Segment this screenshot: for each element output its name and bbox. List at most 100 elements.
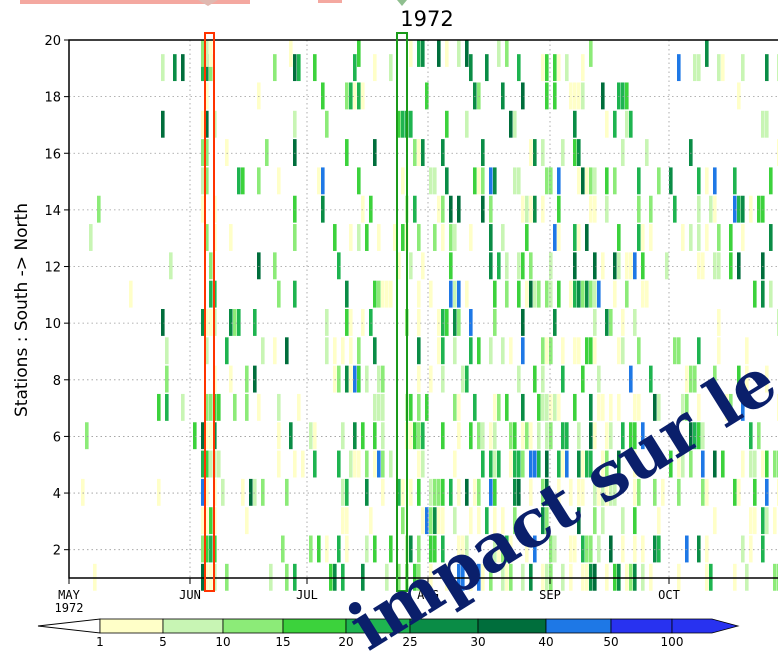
- heat-cell: [365, 478, 369, 506]
- heat-cell: [585, 450, 589, 478]
- heat-cell: [657, 535, 661, 563]
- heat-cell: [705, 478, 709, 506]
- heat-cell: [381, 450, 385, 478]
- heat-cell: [573, 110, 577, 138]
- heat-cell: [697, 54, 701, 82]
- heat-cell: [741, 54, 745, 82]
- heat-cell: [289, 40, 293, 67]
- heat-cell: [193, 422, 197, 450]
- heat-cell: [629, 110, 633, 138]
- heat-cell: [577, 422, 581, 450]
- heat-cell: [433, 224, 437, 251]
- heat-cell: [613, 478, 617, 506]
- heat-cell: [545, 337, 549, 365]
- heat-cell: [205, 535, 209, 563]
- highlight-boxes: [204, 0, 408, 592]
- heat-cell: [477, 337, 481, 365]
- heat-cell: [545, 478, 549, 506]
- heat-cell: [553, 393, 557, 421]
- heat-cell: [521, 393, 525, 421]
- heat-cell: [165, 393, 169, 421]
- heat-cell: [629, 365, 633, 393]
- heat-cell: [209, 252, 213, 280]
- heat-cell: [753, 280, 757, 308]
- heat-cell: [397, 252, 401, 280]
- heat-cell: [589, 450, 593, 478]
- heat-cell: [601, 450, 605, 478]
- heat-cell: [345, 535, 349, 563]
- heat-cell: [761, 110, 765, 138]
- heat-cell: [441, 478, 445, 506]
- heat-cell: [417, 40, 421, 67]
- heat-cell: [493, 167, 497, 195]
- heat-cell: [509, 110, 513, 138]
- heat-cell: [301, 450, 305, 478]
- heat-cell: [201, 309, 205, 336]
- heat-cell: [641, 280, 645, 308]
- heat-cell: [341, 337, 345, 365]
- heat-cell: [529, 252, 533, 280]
- heat-cell: [581, 54, 585, 82]
- heat-cell: [501, 337, 505, 365]
- heat-cell: [357, 450, 361, 478]
- heat-cell: [737, 82, 741, 110]
- heat-cell: [677, 337, 681, 365]
- heat-cell: [593, 478, 597, 506]
- heat-cell: [205, 82, 209, 110]
- heat-cell: [549, 280, 553, 308]
- heat-cell: [617, 224, 621, 251]
- heat-cell: [605, 450, 609, 478]
- heat-cell: [577, 167, 581, 195]
- heat-cell: [205, 337, 209, 365]
- heat-cell: [605, 478, 609, 506]
- heat-cell: [453, 337, 457, 365]
- heat-cell: [633, 478, 637, 506]
- heat-cell: [457, 195, 461, 223]
- heat-cell: [353, 82, 357, 110]
- heat-cell: [469, 422, 473, 450]
- heat-cell: [469, 507, 473, 535]
- heat-cell: [621, 337, 625, 365]
- heat-cell: [157, 393, 161, 421]
- heat-cell: [517, 167, 521, 195]
- heat-cell: [493, 422, 497, 450]
- heat-cell: [365, 535, 369, 563]
- heat-cell: [517, 450, 521, 478]
- heat-cell: [465, 535, 469, 563]
- heat-cell: [457, 280, 461, 308]
- heat-cell: [457, 422, 461, 450]
- heat-cell: [757, 422, 761, 450]
- heat-cell: [397, 110, 401, 138]
- heat-cell: [761, 195, 765, 223]
- heat-cell: [201, 450, 205, 478]
- heat-cell: [609, 309, 613, 336]
- heat-cell: [493, 478, 497, 506]
- heat-cell: [81, 478, 85, 506]
- heat-cell: [373, 422, 377, 450]
- heat-cell: [585, 337, 589, 365]
- heat-cell: [557, 54, 561, 82]
- heat-cell: [549, 422, 553, 450]
- heat-cell: [473, 478, 477, 506]
- heat-cell: [497, 535, 501, 563]
- heat-cell: [589, 393, 593, 421]
- heat-cell: [469, 224, 473, 251]
- heat-cell: [225, 139, 229, 167]
- y-tick-label: 2: [53, 544, 61, 559]
- gridlines: [69, 39, 778, 578]
- heat-cell: [493, 280, 497, 308]
- colorbar-label: 10: [215, 635, 230, 649]
- heat-cell: [617, 337, 621, 365]
- heat-cell: [533, 365, 537, 393]
- heat-cell: [477, 167, 481, 195]
- heat-cell: [437, 507, 441, 535]
- heat-cell: [477, 82, 481, 110]
- heat-cell: [445, 309, 449, 336]
- heat-cell: [517, 365, 521, 393]
- heat-cell: [381, 478, 385, 506]
- heat-cell: [629, 422, 633, 450]
- colorbar-label: 15: [275, 635, 290, 649]
- heat-cell: [653, 393, 657, 421]
- heat-cell: [665, 252, 669, 280]
- y-tick-label: 6: [53, 430, 61, 445]
